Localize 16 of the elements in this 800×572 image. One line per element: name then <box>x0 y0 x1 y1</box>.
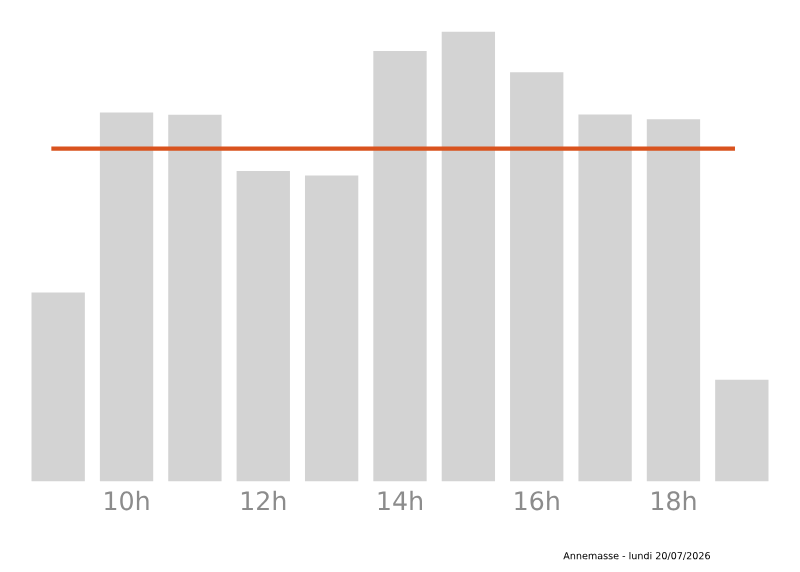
bar <box>373 50 427 482</box>
x-tick-label: 12h <box>241 490 286 510</box>
bar <box>304 175 359 482</box>
x-tick-label: 14h <box>378 490 423 510</box>
bar <box>236 171 290 482</box>
bar <box>578 114 632 482</box>
bar <box>715 379 769 482</box>
x-tick-label: 10h <box>105 490 149 511</box>
x-tick-label: 16h <box>515 490 559 511</box>
bar <box>99 112 154 482</box>
bar <box>168 114 222 482</box>
bar <box>31 292 85 482</box>
bar <box>510 72 564 482</box>
bar <box>646 119 701 482</box>
x-tick-label: 18h <box>652 490 696 511</box>
bar <box>441 31 496 482</box>
